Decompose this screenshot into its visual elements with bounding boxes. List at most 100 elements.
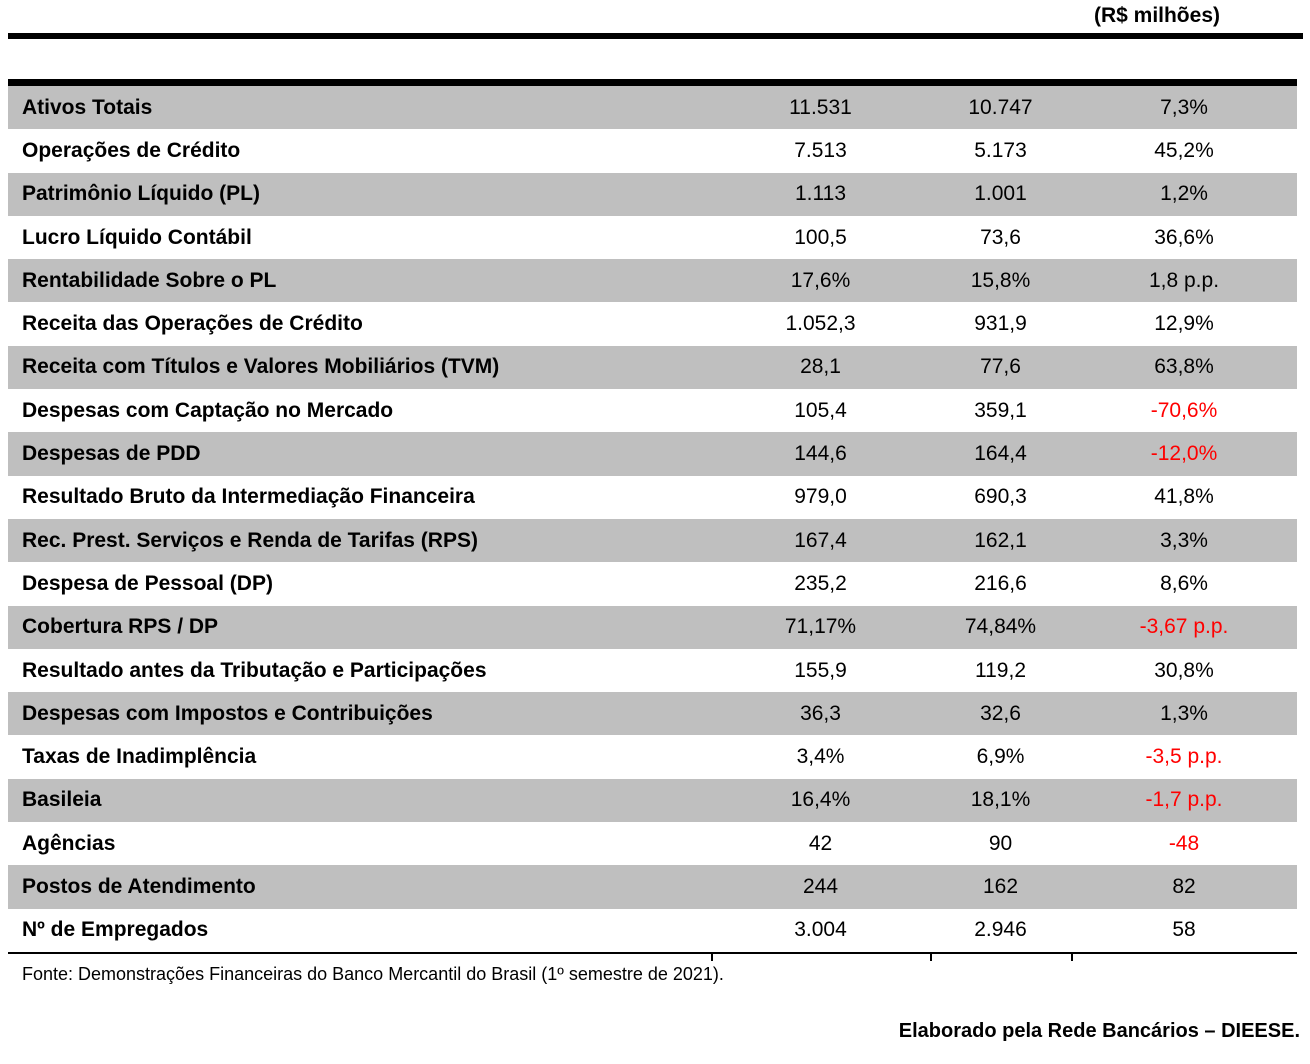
- row-label: Lucro Líquido Contábil: [22, 225, 252, 249]
- table-row: Operações de Crédito 7.513 5.173 45,2%: [8, 129, 1297, 172]
- value-change: 45,2%: [1154, 138, 1214, 162]
- row-label: Cobertura RPS / DP: [22, 615, 219, 639]
- row-label: Despesas com Captação no Mercado: [22, 398, 394, 422]
- table-row: Basileia 16,4% 18,1% -1,7 p.p.: [8, 778, 1297, 823]
- value-current: 28,1: [800, 355, 841, 379]
- value-current: 3,4%: [796, 745, 845, 769]
- value-change: 3,3%: [1160, 528, 1208, 552]
- row-label: Receita com Títulos e Valores Mobiliário…: [22, 355, 500, 379]
- column-tick: [930, 953, 932, 961]
- top-rule-divider: [8, 33, 1303, 39]
- table-row: Receita das Operações de Crédito 1.052,3…: [8, 302, 1297, 345]
- value-previous: 77,6: [980, 355, 1021, 379]
- value-current: 42: [808, 831, 833, 855]
- row-label: Resultado antes da Tributação e Particip…: [22, 658, 487, 682]
- value-current: 235,2: [794, 571, 847, 595]
- value-change: -3,5 p.p.: [1145, 745, 1223, 769]
- value-previous: 90: [988, 831, 1013, 855]
- table-row: Ativos Totais 11.531 10.747 7,3%: [8, 86, 1297, 130]
- value-change: 8,6%: [1160, 571, 1208, 595]
- value-change: 7,3%: [1160, 95, 1208, 119]
- table-row: Rec. Prest. Serviços e Renda de Tarifas …: [8, 518, 1297, 563]
- value-current: 36,3: [800, 701, 841, 725]
- value-current: 155,9: [794, 658, 847, 682]
- table-row: Rentabilidade Sobre o PL 17,6% 15,8% 1,8…: [8, 259, 1297, 303]
- value-previous: 162,1: [974, 528, 1027, 552]
- row-label: Taxas de Inadimplência: [22, 745, 257, 769]
- row-label: Receita das Operações de Crédito: [22, 312, 363, 336]
- value-previous: 359,1: [974, 398, 1027, 422]
- value-previous: 5.173: [974, 138, 1027, 162]
- value-change: 41,8%: [1154, 485, 1214, 509]
- row-label: Basileia: [22, 788, 102, 812]
- credit-note: Elaborado pela Rede Bancários – DIEESE.: [898, 1020, 1300, 1042]
- row-label: Resultado Bruto da Intermediação Finance…: [22, 485, 475, 509]
- value-previous: 164,4: [974, 442, 1027, 466]
- row-label: Despesas de PDD: [22, 442, 201, 466]
- value-previous: 931,9: [974, 312, 1027, 336]
- value-previous: 10.747: [968, 95, 1033, 119]
- value-previous: 690,3: [974, 485, 1027, 509]
- value-change: 36,6%: [1154, 225, 1214, 249]
- value-current: 1.052,3: [785, 312, 856, 336]
- column-tick: [1071, 953, 1073, 961]
- value-current: 11.531: [789, 95, 852, 119]
- value-change: 1,2%: [1160, 182, 1208, 206]
- value-previous: 73,6: [980, 225, 1021, 249]
- value-current: 144,6: [794, 442, 847, 466]
- row-label: Operações de Crédito: [22, 138, 241, 162]
- row-label: Postos de Atendimento: [22, 874, 256, 898]
- table-row: Despesas de PDD 144,6 164,4 -12,0%: [8, 432, 1297, 476]
- row-label: Rentabilidade Sobre o PL: [22, 268, 277, 292]
- table-row: Receita com Títulos e Valores Mobiliário…: [8, 345, 1297, 390]
- row-label: Nº de Empregados: [22, 918, 209, 942]
- value-current: 979,0: [794, 485, 847, 509]
- table-row: Agências 42 90 -48: [8, 822, 1297, 865]
- value-change: 30,8%: [1154, 658, 1214, 682]
- value-previous: 2.946: [974, 918, 1027, 942]
- value-change: 58: [1172, 918, 1196, 942]
- table-row: Despesa de Pessoal (DP) 235,2 216,6 8,6%: [8, 562, 1297, 605]
- value-current: 3.004: [794, 918, 847, 942]
- row-label: Agências: [22, 831, 116, 855]
- value-previous: 15,8%: [970, 268, 1031, 292]
- table-row: Patrimônio Líquido (PL) 1.113 1.001 1,2%: [8, 172, 1297, 216]
- value-previous: 32,6: [980, 701, 1021, 725]
- value-change: 1,3%: [1160, 701, 1208, 725]
- value-change: 1,8 p.p.: [1148, 268, 1220, 292]
- row-label: Rec. Prest. Serviços e Renda de Tarifas …: [22, 528, 478, 552]
- value-change: -3,67 p.p.: [1139, 615, 1229, 639]
- table-row: Nº de Empregados 3.004 2.946 58: [8, 909, 1297, 952]
- row-label: Ativos Totais: [22, 95, 153, 119]
- value-current: 167,4: [794, 528, 847, 552]
- column-tick: [711, 953, 713, 961]
- value-change: -1,7 p.p.: [1145, 788, 1223, 812]
- value-current: 244: [802, 874, 839, 898]
- unit-label: (R$ milhões): [1093, 4, 1220, 27]
- value-change: -70,6%: [1150, 398, 1218, 422]
- table-row: Taxas de Inadimplência 3,4% 6,9% -3,5 p.…: [8, 735, 1297, 778]
- table-row: Resultado Bruto da Intermediação Finance…: [8, 476, 1297, 519]
- row-label: Despesas com Impostos e Contribuições: [22, 701, 433, 725]
- value-change: 63,8%: [1154, 355, 1214, 379]
- value-current: 1.113: [795, 182, 846, 206]
- table-row: Cobertura RPS / DP 71,17% 74,84% -3,67 p…: [8, 605, 1297, 649]
- value-change: 82: [1172, 874, 1196, 898]
- table-row: Despesas com Impostos e Contribuições 36…: [8, 692, 1297, 736]
- financial-table: Ativos Totais 11.531 10.747 7,3% Operaçõ…: [8, 79, 1297, 954]
- value-previous: 18,1%: [970, 788, 1031, 812]
- row-label: Patrimônio Líquido (PL): [22, 182, 260, 206]
- table-row: Resultado antes da Tributação e Particip…: [8, 649, 1297, 692]
- value-previous: 74,84%: [964, 615, 1037, 639]
- value-current: 16,4%: [790, 788, 851, 812]
- value-change: 12,9%: [1154, 312, 1214, 336]
- value-current: 100,5: [794, 225, 847, 249]
- value-current: 71,17%: [784, 615, 857, 639]
- value-current: 7.513: [794, 138, 847, 162]
- table-row: Lucro Líquido Contábil 100,5 73,6 36,6%: [8, 216, 1297, 259]
- value-change: -12,0%: [1150, 442, 1218, 466]
- row-label: Despesa de Pessoal (DP): [22, 571, 273, 595]
- value-previous: 6,9%: [976, 745, 1025, 769]
- value-previous: 216,6: [974, 571, 1027, 595]
